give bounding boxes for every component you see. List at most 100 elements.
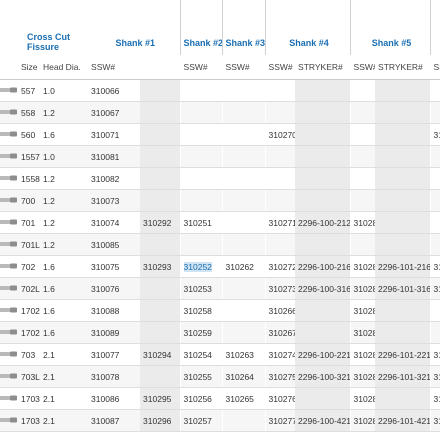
table-cell <box>222 101 266 124</box>
table-cell: 310270 <box>265 123 296 146</box>
cell-text: 310075 <box>91 261 120 272</box>
column-row: Size Head Dia. SSW# SSW# SSW# SSW# STRYKER# SSW… <box>0 55 440 80</box>
cell-text: 310076 <box>91 283 120 294</box>
table-cell <box>265 233 296 256</box>
cell-text: 310252 <box>183 261 212 272</box>
cell-text: 31 <box>433 261 440 272</box>
bur-icon <box>0 373 17 378</box>
table-row: 1557 1.0 310081 <box>0 145 440 168</box>
table-cell: 310292 <box>140 211 181 234</box>
bur-icon <box>0 109 17 114</box>
column-header <box>140 55 181 80</box>
table-row: 703 2.1 310077 310294 310254 310263 310274 2296… <box>0 343 440 366</box>
cell-text: 2296-101-316 <box>378 283 431 294</box>
cell-text: 1.2 <box>43 217 55 228</box>
cell-text: 1.6 <box>43 305 55 316</box>
group-header: Shank #1 <box>88 0 181 55</box>
table-row: 700 1.2 310073 <box>0 189 440 212</box>
table-cell <box>222 409 266 432</box>
bur-icon <box>0 241 17 246</box>
cell-text: 1.6 <box>43 129 55 140</box>
table-row: 1558 1.2 310082 <box>0 167 440 190</box>
cell-text: 2.1 <box>43 393 55 404</box>
cell-text: 310295 <box>143 393 172 404</box>
icon-cell <box>0 299 18 322</box>
table-cell: 2.1 <box>40 409 89 432</box>
table-row: 1703 2.1 310086 310295 310256 310265 310276 310… <box>0 387 440 410</box>
table-cell <box>180 167 223 190</box>
cell-text: 310259 <box>183 327 212 338</box>
table-cell: 310071 <box>88 123 141 146</box>
table-cell: 310264 <box>222 365 266 388</box>
cell-text: 310263 <box>225 349 254 360</box>
table-cell: 1.2 <box>40 189 89 212</box>
table-cell: 310258 <box>180 299 223 322</box>
table-cell <box>222 321 266 344</box>
table-cell: 310296 <box>140 409 181 432</box>
cell-text: 310282 <box>353 283 376 294</box>
table-cell <box>430 321 440 344</box>
icon-cell <box>0 123 18 146</box>
table-cell <box>375 233 431 256</box>
cell-text: 560 <box>21 129 36 140</box>
table-cell: 310074 <box>88 211 141 234</box>
cell-text: 310294 <box>143 349 172 360</box>
table-cell <box>430 167 440 190</box>
title-line: Cross Cut <box>27 32 71 42</box>
icon-cell <box>0 343 18 366</box>
cell-text: 703L <box>21 371 40 382</box>
cell-text: 310253 <box>183 283 212 294</box>
table-cell: 310076 <box>88 277 141 300</box>
table-cell: 702L <box>18 277 40 300</box>
table-cell: 310266 <box>265 299 296 322</box>
cell-text: 310257 <box>183 415 212 426</box>
table-cell: 31 <box>430 409 440 432</box>
table-cell: 310293 <box>140 255 181 278</box>
table-cell: 1.2 <box>40 233 89 256</box>
table-row: 702 1.6 310075 310293 310252 310262 310272 2296… <box>0 255 440 278</box>
table-cell <box>430 299 440 322</box>
cell-text: 2296-100-212 <box>298 217 351 228</box>
table-cell: 310251 <box>180 211 223 234</box>
cell-text: 2296-101-216 <box>378 261 431 272</box>
table-cell: 310288 <box>350 321 376 344</box>
icon-cell <box>0 321 18 344</box>
table-cell <box>140 167 181 190</box>
cell-text: 310251 <box>183 217 212 228</box>
icon-cell <box>0 189 18 212</box>
icon-cell <box>0 145 18 168</box>
cell-text: 310283 <box>353 349 376 360</box>
table-cell: 703L <box>18 365 40 388</box>
cell-text: 702L <box>21 283 40 294</box>
table-cell <box>222 299 266 322</box>
icon-cell <box>0 277 18 300</box>
cell-text: 1.6 <box>43 261 55 272</box>
cell-text: 1.0 <box>43 151 55 162</box>
cell-text: 310287 <box>353 305 376 316</box>
table-cell: 310255 <box>180 365 223 388</box>
table-cell <box>375 387 431 410</box>
table-cell: 310089 <box>88 321 141 344</box>
table-cell <box>430 101 440 124</box>
cell-text: 1.2 <box>43 107 55 118</box>
column-header: STRYKER# <box>295 55 351 80</box>
table-cell <box>222 277 266 300</box>
column-header: SSW# <box>88 55 141 80</box>
table-cell: 2296-101-216 <box>375 255 431 278</box>
cell-text: 1.0 <box>43 85 55 96</box>
cell-text: 1557 <box>21 151 40 162</box>
cell-text: 310258 <box>183 305 212 316</box>
title-line: Fissure <box>27 42 60 52</box>
table-cell <box>375 189 431 212</box>
bur-icon <box>0 417 17 422</box>
table-row: 560 1.6 310071 310270 31 <box>0 123 440 146</box>
table-cell: 310280 <box>350 211 376 234</box>
table-cell: 2.1 <box>40 365 89 388</box>
bur-icon <box>0 329 17 334</box>
bur-icon <box>0 285 17 290</box>
cell-text: 2.1 <box>43 349 55 360</box>
table-cell: 31 <box>430 123 440 146</box>
